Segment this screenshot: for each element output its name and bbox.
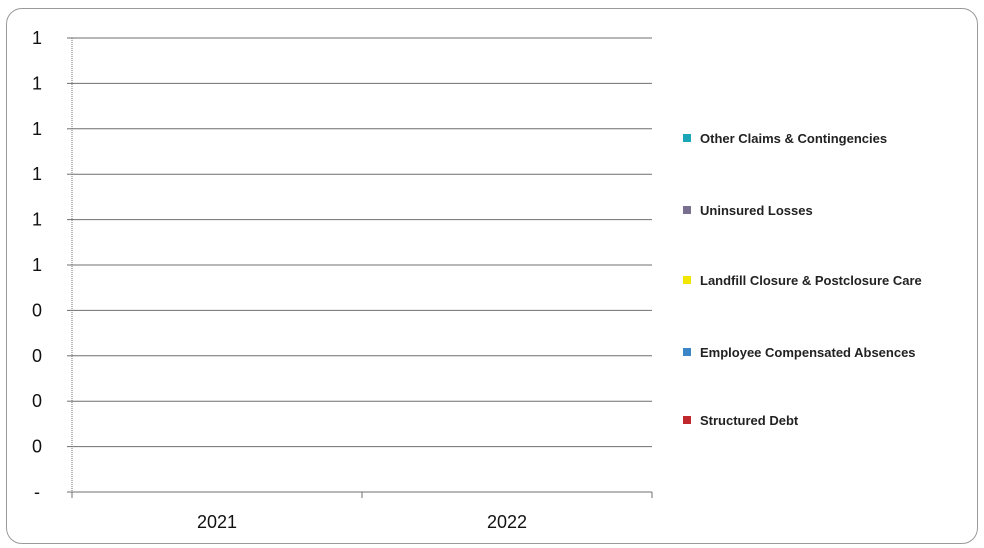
legend-swatch — [683, 416, 691, 424]
grid-lines — [72, 37, 652, 493]
axes — [67, 37, 653, 498]
legend-swatch — [683, 348, 691, 356]
x-tick-label: 2021 — [197, 512, 237, 532]
y-tick-label: 0 — [32, 300, 42, 320]
legend-item: Employee Compensated Absences — [683, 342, 916, 362]
legend-label: Structured Debt — [700, 412, 799, 428]
legend-item: Landfill Closure & Postclosure Care — [683, 270, 922, 290]
x-tick-label: 2022 — [487, 512, 527, 532]
y-tick-label: 1 — [32, 164, 42, 184]
legend-label: Employee Compensated Absences — [700, 344, 916, 360]
legend-swatch — [683, 206, 691, 214]
legend-swatch — [683, 276, 691, 284]
y-tick-label: 0 — [32, 391, 42, 411]
legend-label: Landfill Closure & Postclosure Care — [700, 272, 922, 288]
chart-frame — [6, 8, 978, 544]
y-tick-label: 0 — [32, 346, 42, 366]
legend: Other Claims & Contingencies Uninsured Lo… — [683, 0, 983, 548]
y-tick-labels: 1 1 1 1 1 1 0 0 0 0 - — [32, 28, 42, 502]
y-tick-label: 0 — [32, 437, 42, 457]
x-tick-labels: 2021 2022 — [197, 512, 527, 532]
legend-item: Other Claims & Contingencies — [683, 128, 887, 148]
legend-item: Structured Debt — [683, 410, 798, 430]
legend-label: Uninsured Losses — [700, 202, 813, 218]
legend-swatch — [683, 134, 691, 142]
y-tick-label: 1 — [32, 28, 42, 48]
y-tick-label: 1 — [32, 119, 42, 139]
legend-label: Other Claims & Contingencies — [700, 130, 888, 146]
y-tick-label: 1 — [32, 255, 42, 275]
y-tick-label: 1 — [32, 210, 42, 230]
y-tick-label: 1 — [32, 73, 42, 93]
legend-item: Uninsured Losses — [683, 200, 813, 220]
y-tick-label: - — [34, 482, 40, 502]
